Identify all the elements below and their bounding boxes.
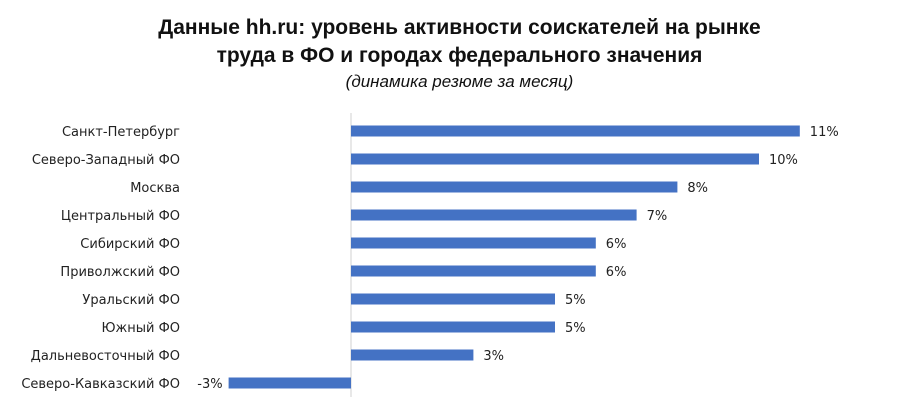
- bar: [351, 349, 474, 361]
- data-label: 7%: [647, 209, 668, 224]
- category-label: Дальневосточный ФО: [31, 349, 180, 364]
- chart-title-line-1: Данные hh.ru: уровень активности соискат…: [158, 16, 761, 39]
- bar: [351, 237, 596, 249]
- category-label: Санкт-Петербург: [62, 125, 180, 140]
- data-label: 5%: [565, 321, 586, 336]
- data-label: 8%: [687, 181, 708, 196]
- bar: [351, 181, 678, 193]
- data-label: 6%: [606, 265, 627, 280]
- category-label: Северо-Западный ФО: [32, 153, 180, 168]
- bar: [351, 265, 596, 277]
- bar: [228, 377, 351, 389]
- data-label: 6%: [606, 237, 627, 252]
- data-label: 10%: [769, 153, 798, 168]
- category-label: Сибирский ФО: [80, 237, 180, 252]
- data-label: 3%: [483, 349, 504, 364]
- data-label: -3%: [197, 377, 222, 392]
- bars-layer: Санкт-Петербург 11% Северо-Западный ФО 10% М…: [21, 113, 839, 397]
- chart-title-line-2: труда в ФО и городах федерального значен…: [216, 44, 703, 67]
- category-label: Приволжский ФО: [60, 265, 180, 280]
- data-label: 11%: [810, 125, 839, 140]
- chart-subtitle: (динамика резюме за месяц): [345, 72, 574, 91]
- bar: [351, 321, 555, 333]
- category-label: Москва: [130, 181, 180, 196]
- category-label: Южный ФО: [101, 321, 180, 336]
- bar: [351, 125, 800, 137]
- chart-title: Данные hh.ru: уровень активности соискат…: [0, 14, 919, 70]
- category-label: Уральский ФО: [82, 293, 180, 308]
- bar: [351, 293, 555, 305]
- category-label: Северо-Кавказский ФО: [21, 377, 180, 392]
- bar: [351, 153, 759, 165]
- category-label: Центральный ФО: [61, 209, 180, 224]
- data-label: 5%: [565, 293, 586, 308]
- bar: [351, 209, 637, 221]
